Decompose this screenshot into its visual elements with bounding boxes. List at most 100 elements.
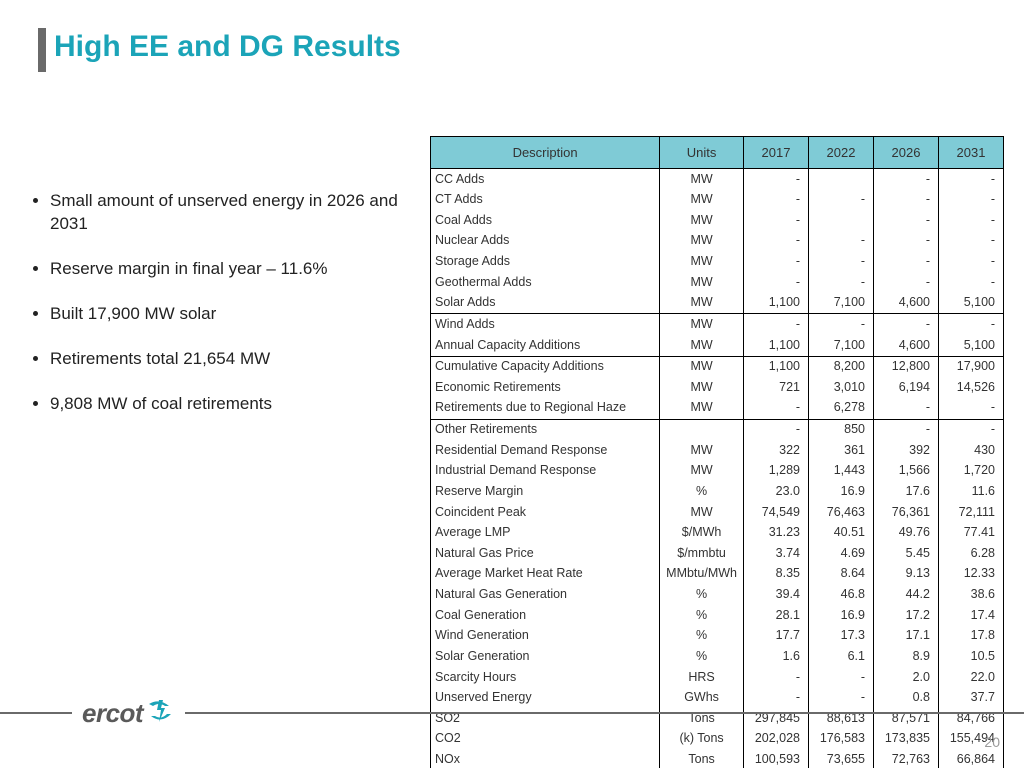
table-cell: Coal Generation — [431, 605, 660, 626]
bullet-item: Retirements total 21,654 MW — [50, 348, 408, 371]
table-cell: 3.74 — [744, 543, 809, 564]
table-row: CO2(k) Tons202,028176,583173,835155,494 — [431, 729, 1004, 750]
table-cell: MW — [660, 169, 744, 190]
table-cell: 73,655 — [809, 750, 874, 768]
table-cell: 44.2 — [874, 585, 939, 606]
table-cell: Industrial Demand Response — [431, 461, 660, 482]
table-cell: 38.6 — [939, 585, 1004, 606]
table-cell: Solar Adds — [431, 293, 660, 314]
table-cell: 76,463 — [809, 502, 874, 523]
table-row: Reserve Margin%23.016.917.611.6 — [431, 481, 1004, 502]
table-cell: 850 — [809, 419, 874, 440]
table-cell: - — [874, 210, 939, 231]
table-cell: 1,100 — [744, 356, 809, 377]
table-row: Retirements due to Regional HazeMW-6,278… — [431, 398, 1004, 419]
table-cell: 22.0 — [939, 667, 1004, 688]
table-cell: - — [939, 231, 1004, 252]
table-cell: Annual Capacity Additions — [431, 335, 660, 356]
table-row: Natural Gas Generation%39.446.844.238.6 — [431, 585, 1004, 606]
table-cell: 430 — [939, 440, 1004, 461]
table-cell: - — [744, 314, 809, 335]
table-row: Coal Generation%28.116.917.217.4 — [431, 605, 1004, 626]
table-cell: MW — [660, 252, 744, 273]
bullet-item: Reserve margin in final year – 11.6% — [50, 258, 408, 281]
title-accent-bar — [38, 28, 46, 72]
table-cell: 10.5 — [939, 646, 1004, 667]
table-cell: % — [660, 626, 744, 647]
table-cell: MW — [660, 335, 744, 356]
table-cell: 5,100 — [939, 335, 1004, 356]
table-cell: 1,100 — [744, 335, 809, 356]
table-cell: $/mmbtu — [660, 543, 744, 564]
table-cell: 5,100 — [939, 293, 1004, 314]
table-cell: HRS — [660, 667, 744, 688]
table-row: Annual Capacity AdditionsMW1,1007,1004,6… — [431, 335, 1004, 356]
table-row: Solar AddsMW1,1007,1004,6005,100 — [431, 293, 1004, 314]
table-row: Residential Demand ResponseMW32236139243… — [431, 440, 1004, 461]
table-cell: 100,593 — [744, 750, 809, 768]
table-cell: CC Adds — [431, 169, 660, 190]
table-cell: 16.9 — [809, 605, 874, 626]
table-cell: 77.41 — [939, 523, 1004, 544]
table-cell: - — [939, 419, 1004, 440]
table-row: Scarcity HoursHRS--2.022.0 — [431, 667, 1004, 688]
table-cell: 392 — [874, 440, 939, 461]
table-cell: 8.9 — [874, 646, 939, 667]
table-cell: - — [809, 688, 874, 709]
table-cell: 76,361 — [874, 502, 939, 523]
table-cell: 4,600 — [874, 293, 939, 314]
table-cell: % — [660, 481, 744, 502]
table-cell: 8.64 — [809, 564, 874, 585]
table-row: Unserved EnergyGWhs--0.837.7 — [431, 688, 1004, 709]
logo-text: ercot — [82, 698, 143, 729]
table-cell: MW — [660, 377, 744, 398]
table-cell: Residential Demand Response — [431, 440, 660, 461]
table-cell: Wind Generation — [431, 626, 660, 647]
table-cell: Natural Gas Price — [431, 543, 660, 564]
table-cell: Solar Generation — [431, 646, 660, 667]
table-row: Average LMP$/MWh31.2340.5149.7677.41 — [431, 523, 1004, 544]
table-cell: Scarcity Hours — [431, 667, 660, 688]
table-cell: 72,111 — [939, 502, 1004, 523]
table-cell: 202,028 — [744, 729, 809, 750]
table-cell: Unserved Energy — [431, 688, 660, 709]
table-cell: - — [939, 252, 1004, 273]
table-cell: 40.51 — [809, 523, 874, 544]
ercot-logo: ercot — [72, 696, 185, 731]
table-cell: MMbtu/MWh — [660, 564, 744, 585]
table-cell: - — [874, 314, 939, 335]
table-cell: 1.6 — [744, 646, 809, 667]
table-cell: 8.35 — [744, 564, 809, 585]
table-cell: - — [809, 252, 874, 273]
table-cell: CT Adds — [431, 190, 660, 211]
table-cell — [809, 169, 874, 190]
table-cell: - — [939, 190, 1004, 211]
table-cell: $/MWh — [660, 523, 744, 544]
table-cell: CO2 — [431, 729, 660, 750]
table-cell: 176,583 — [809, 729, 874, 750]
table-cell: Tons — [660, 750, 744, 768]
table-row: Industrial Demand ResponseMW1,2891,4431,… — [431, 461, 1004, 482]
table-cell: 1,720 — [939, 461, 1004, 482]
table-cell: - — [874, 190, 939, 211]
table-cell: Natural Gas Generation — [431, 585, 660, 606]
table-cell: - — [744, 688, 809, 709]
table-cell: MW — [660, 502, 744, 523]
table-cell: (k) Tons — [660, 729, 744, 750]
table-cell: - — [744, 252, 809, 273]
table-cell: MW — [660, 272, 744, 293]
bullet-item: Built 17,900 MW solar — [50, 303, 408, 326]
table-cell — [809, 210, 874, 231]
table-cell: 0.8 — [874, 688, 939, 709]
table-cell: 17.7 — [744, 626, 809, 647]
table-header-cell: 2031 — [939, 137, 1004, 169]
table-cell: 4.69 — [809, 543, 874, 564]
table-row: CC AddsMW--- — [431, 169, 1004, 190]
table-cell: 721 — [744, 377, 809, 398]
logo-icon — [145, 696, 175, 731]
table-row: Solar Generation%1.66.18.910.5 — [431, 646, 1004, 667]
results-table: DescriptionUnits2017202220262031 CC Adds… — [430, 136, 1004, 768]
table-cell: 1,443 — [809, 461, 874, 482]
page-number: 20 — [984, 734, 1000, 750]
table-row: Storage AddsMW---- — [431, 252, 1004, 273]
